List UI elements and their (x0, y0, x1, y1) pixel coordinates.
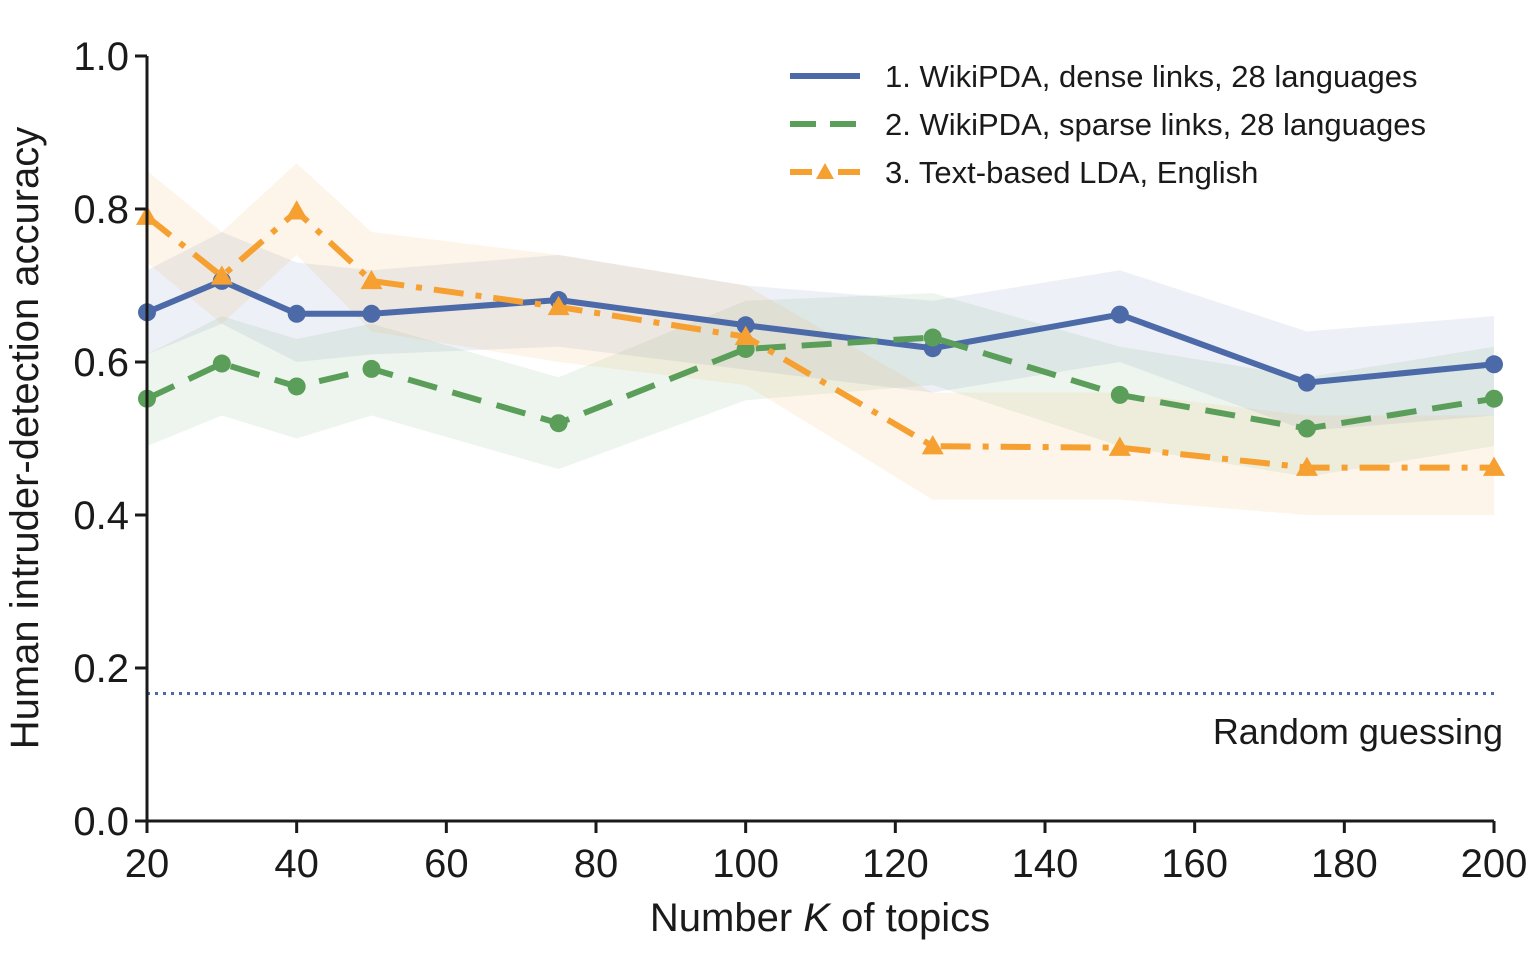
data-point (734, 325, 757, 346)
data-point (1483, 456, 1505, 476)
x-tick-label: 140 (1012, 842, 1079, 886)
data-point (285, 200, 308, 220)
y-tick-label: 0.8 (73, 188, 129, 232)
series-line-2 (145, 334, 1495, 432)
y-tick-label: 1.0 (73, 35, 129, 79)
data-point (1485, 355, 1503, 374)
x-tick-label: 60 (424, 842, 469, 886)
data-point (287, 304, 306, 323)
data-point (360, 269, 383, 290)
x-axis-title: Number K of topics (650, 896, 990, 940)
legend-label-1: 1. WikiPDA, dense links, 28 languages (885, 59, 1417, 94)
y-axis-title: Human intruder-detection accuracy (3, 127, 47, 750)
y-tick-label: 0.4 (73, 494, 129, 538)
data-point (923, 328, 942, 347)
x-tick-label: 80 (574, 842, 619, 886)
x-tick-label: 20 (125, 842, 170, 886)
y-tick-label: 0.6 (73, 341, 129, 385)
x-tick-label: 180 (1311, 842, 1378, 886)
data-point (736, 316, 755, 335)
data-point (1295, 456, 1318, 476)
x-tick-label: 120 (862, 842, 929, 886)
baseline-label: Random guessing (1213, 711, 1503, 752)
data-point (210, 265, 233, 285)
data-point (1108, 436, 1131, 456)
data-point (1110, 305, 1129, 324)
axes: 0.0 0.2 0.4 0.6 0.8 1.0 20 40 60 80 100 120 140 160 18… (73, 35, 1527, 886)
data-point (547, 295, 570, 316)
confidence-band-3 (147, 163, 1494, 515)
confidence-band-1 (147, 231, 1494, 431)
legend: 1. WikiPDA, dense links, 28 languages 2. … (790, 59, 1426, 190)
series-lines (136, 200, 1505, 476)
x-tick-label: 40 (274, 842, 319, 886)
data-point (1297, 373, 1316, 392)
legend-label-2: 2. WikiPDA, sparse links, 28 languages (885, 107, 1426, 142)
legend-label-3: 3. Text-based LDA, English (885, 155, 1258, 190)
data-point (212, 354, 231, 373)
x-tick-label: 200 (1461, 842, 1528, 886)
data-point (1110, 385, 1129, 404)
data-point (549, 414, 568, 433)
series-line-3 (145, 208, 1494, 471)
confidence-band-2 (147, 293, 1494, 477)
data-point (1297, 419, 1316, 438)
confidence-bands (147, 163, 1494, 515)
series-line-1 (145, 277, 1495, 386)
data-point (362, 359, 381, 378)
legend-marker (816, 163, 834, 179)
x-tick-label: 160 (1161, 842, 1228, 886)
data-point (1485, 389, 1503, 408)
x-tick-label: 100 (712, 842, 779, 886)
y-tick-label: 0.2 (73, 647, 129, 691)
data-point (362, 304, 381, 323)
data-point (287, 377, 306, 396)
data-point (921, 435, 944, 455)
y-tick-label: 0.0 (73, 800, 129, 844)
